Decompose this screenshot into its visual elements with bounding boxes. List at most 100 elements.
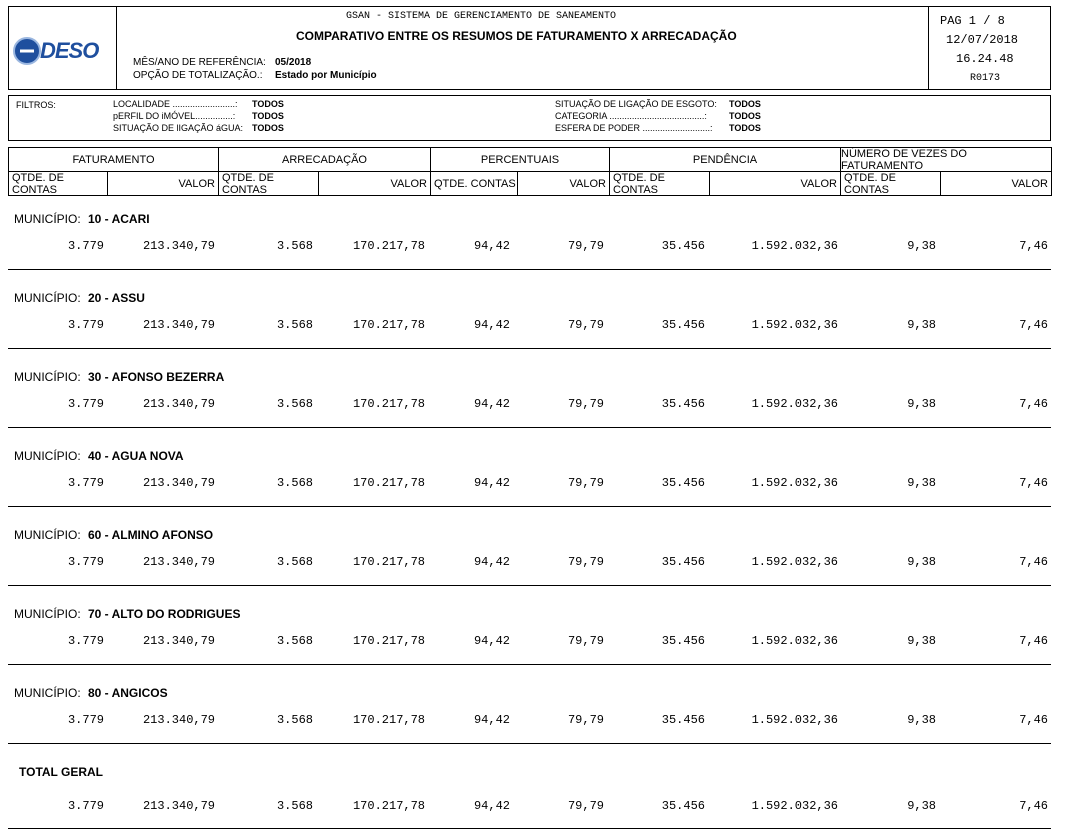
value-cell: 3.779 — [67, 555, 104, 569]
filter-value: TODOS — [252, 123, 284, 133]
column-header: QTDE. DE CONTAS — [218, 171, 319, 196]
row-separator — [8, 743, 1051, 744]
value-cell: 79,79 — [567, 318, 604, 332]
value-cell: 35.456 — [661, 476, 705, 490]
value-cell: 3.779 — [67, 799, 104, 813]
ref-label: MÊS/ANO DE REFERÊNCIA: — [133, 57, 266, 68]
row-separator — [8, 506, 1051, 507]
value-cell: 35.456 — [661, 239, 705, 253]
section-label: MUNICÍPIO: — [14, 291, 81, 305]
value-cell: 3.779 — [67, 318, 104, 332]
value-cell: 9,38 — [907, 713, 936, 727]
value-cell: 9,38 — [907, 318, 936, 332]
header-box — [8, 6, 1051, 90]
value-cell: 79,79 — [567, 555, 604, 569]
value-cell: 3.568 — [276, 318, 313, 332]
value-cell: 9,38 — [907, 555, 936, 569]
value-cell: 7,46 — [1019, 713, 1048, 727]
group-header: FATURAMENTO — [8, 147, 219, 172]
column-header: QTDE. DE CONTAS — [840, 171, 941, 196]
report-time: 16.24.48 — [956, 52, 1014, 66]
value-cell: 79,79 — [567, 713, 604, 727]
value-cell: 79,79 — [567, 397, 604, 411]
section-name: 10 - ACARI — [88, 212, 150, 226]
value-cell: 170.217,78 — [352, 239, 425, 253]
section-name: 60 - ALMINO AFONSO — [88, 528, 214, 542]
value-cell: 213.340,79 — [142, 799, 215, 813]
section-label: MUNICÍPIO: — [14, 528, 81, 542]
value-cell: 3.568 — [276, 476, 313, 490]
value-cell: 7,46 — [1019, 634, 1048, 648]
value-cell: 94,42 — [473, 634, 510, 648]
value-cell: 9,38 — [907, 397, 936, 411]
value-cell: 7,46 — [1019, 397, 1048, 411]
value-cell: 9,38 — [907, 634, 936, 648]
filter-value: TODOS — [729, 99, 761, 109]
filter-label: LOCALIDADE .........................: — [113, 99, 238, 109]
row-separator — [8, 427, 1051, 428]
filter-value: TODOS — [729, 111, 761, 121]
value-cell: 9,38 — [907, 476, 936, 490]
value-cell: 7,46 — [1019, 239, 1048, 253]
value-cell: 7,46 — [1019, 476, 1048, 490]
column-header: VALOR — [709, 171, 841, 196]
row-separator — [8, 269, 1051, 270]
value-cell: 170.217,78 — [352, 318, 425, 332]
filter-label: SITUAÇÃO DE LIGAÇÃO DE ESGOTO: — [555, 99, 717, 109]
section-label: MUNICÍPIO: — [14, 212, 81, 226]
value-cell: 170.217,78 — [352, 555, 425, 569]
filter-label: pERFIL DO iMÓVEL...............: — [113, 111, 236, 121]
value-cell: 3.568 — [276, 799, 313, 813]
value-cell: 79,79 — [567, 239, 604, 253]
value-cell: 35.456 — [661, 318, 705, 332]
opt-label: OPÇÃO DE TOTALIZAÇÃO.: — [133, 70, 263, 81]
value-cell: 1.592.032,36 — [751, 555, 838, 569]
section-name: 20 - ASSU — [88, 291, 145, 305]
value-cell: 94,42 — [473, 476, 510, 490]
value-cell: 35.456 — [661, 634, 705, 648]
system-name: GSAN - SISTEMA DE GERENCIAMENTO DE SANEA… — [346, 11, 617, 22]
value-cell: 3.568 — [276, 634, 313, 648]
value-cell: 1.592.032,36 — [751, 397, 838, 411]
value-cell: 3.568 — [276, 713, 313, 727]
value-cell: 170.217,78 — [352, 634, 425, 648]
total-label: TOTAL GERAL — [19, 765, 103, 779]
value-cell: 3.779 — [67, 634, 104, 648]
logo-icon — [13, 37, 41, 65]
value-cell: 94,42 — [473, 239, 510, 253]
group-header: PENDÊNCIA — [609, 147, 841, 172]
value-cell: 1.592.032,36 — [751, 799, 838, 813]
section-name: 40 - AGUA NOVA — [88, 449, 184, 463]
value-cell: 94,42 — [473, 555, 510, 569]
column-header: VALOR — [107, 171, 219, 196]
value-cell: 35.456 — [661, 713, 705, 727]
report-code: R0173 — [970, 73, 1001, 84]
value-cell: 213.340,79 — [142, 713, 215, 727]
value-cell: 1.592.032,36 — [751, 239, 838, 253]
filter-value: TODOS — [252, 99, 284, 109]
value-cell: 3.568 — [276, 397, 313, 411]
value-cell: 1.592.032,36 — [751, 318, 838, 332]
opt-value: Estado por Município — [275, 70, 377, 81]
column-header: QTDE. CONTAS — [430, 171, 518, 196]
filter-value: TODOS — [729, 123, 761, 133]
filters-label: FILTROS: — [16, 100, 56, 110]
value-cell: 79,79 — [567, 799, 604, 813]
group-header: NÚMERO DE VEZES DO FATURAMENTO — [840, 147, 1052, 172]
value-cell: 9,38 — [907, 799, 936, 813]
group-header: ARRECADAÇÃO — [218, 147, 431, 172]
value-cell: 3.568 — [276, 239, 313, 253]
value-cell: 35.456 — [661, 397, 705, 411]
report-title: COMPARATIVO ENTRE OS RESUMOS DE FATURAME… — [296, 29, 737, 43]
value-cell: 170.217,78 — [352, 713, 425, 727]
value-cell: 94,42 — [473, 713, 510, 727]
row-separator — [8, 348, 1051, 349]
info-cell — [928, 6, 1051, 90]
value-cell: 3.779 — [67, 713, 104, 727]
column-header: QTDE. DE CONTAS — [8, 171, 108, 196]
value-cell: 35.456 — [661, 799, 705, 813]
section-label: MUNICÍPIO: — [14, 449, 81, 463]
value-cell: 79,79 — [567, 634, 604, 648]
filter-label: SITUAÇÃO DE lIGAÇÃO áGUA: — [113, 123, 244, 133]
